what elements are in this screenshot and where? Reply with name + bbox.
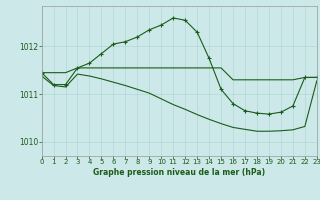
X-axis label: Graphe pression niveau de la mer (hPa): Graphe pression niveau de la mer (hPa) (93, 168, 265, 177)
